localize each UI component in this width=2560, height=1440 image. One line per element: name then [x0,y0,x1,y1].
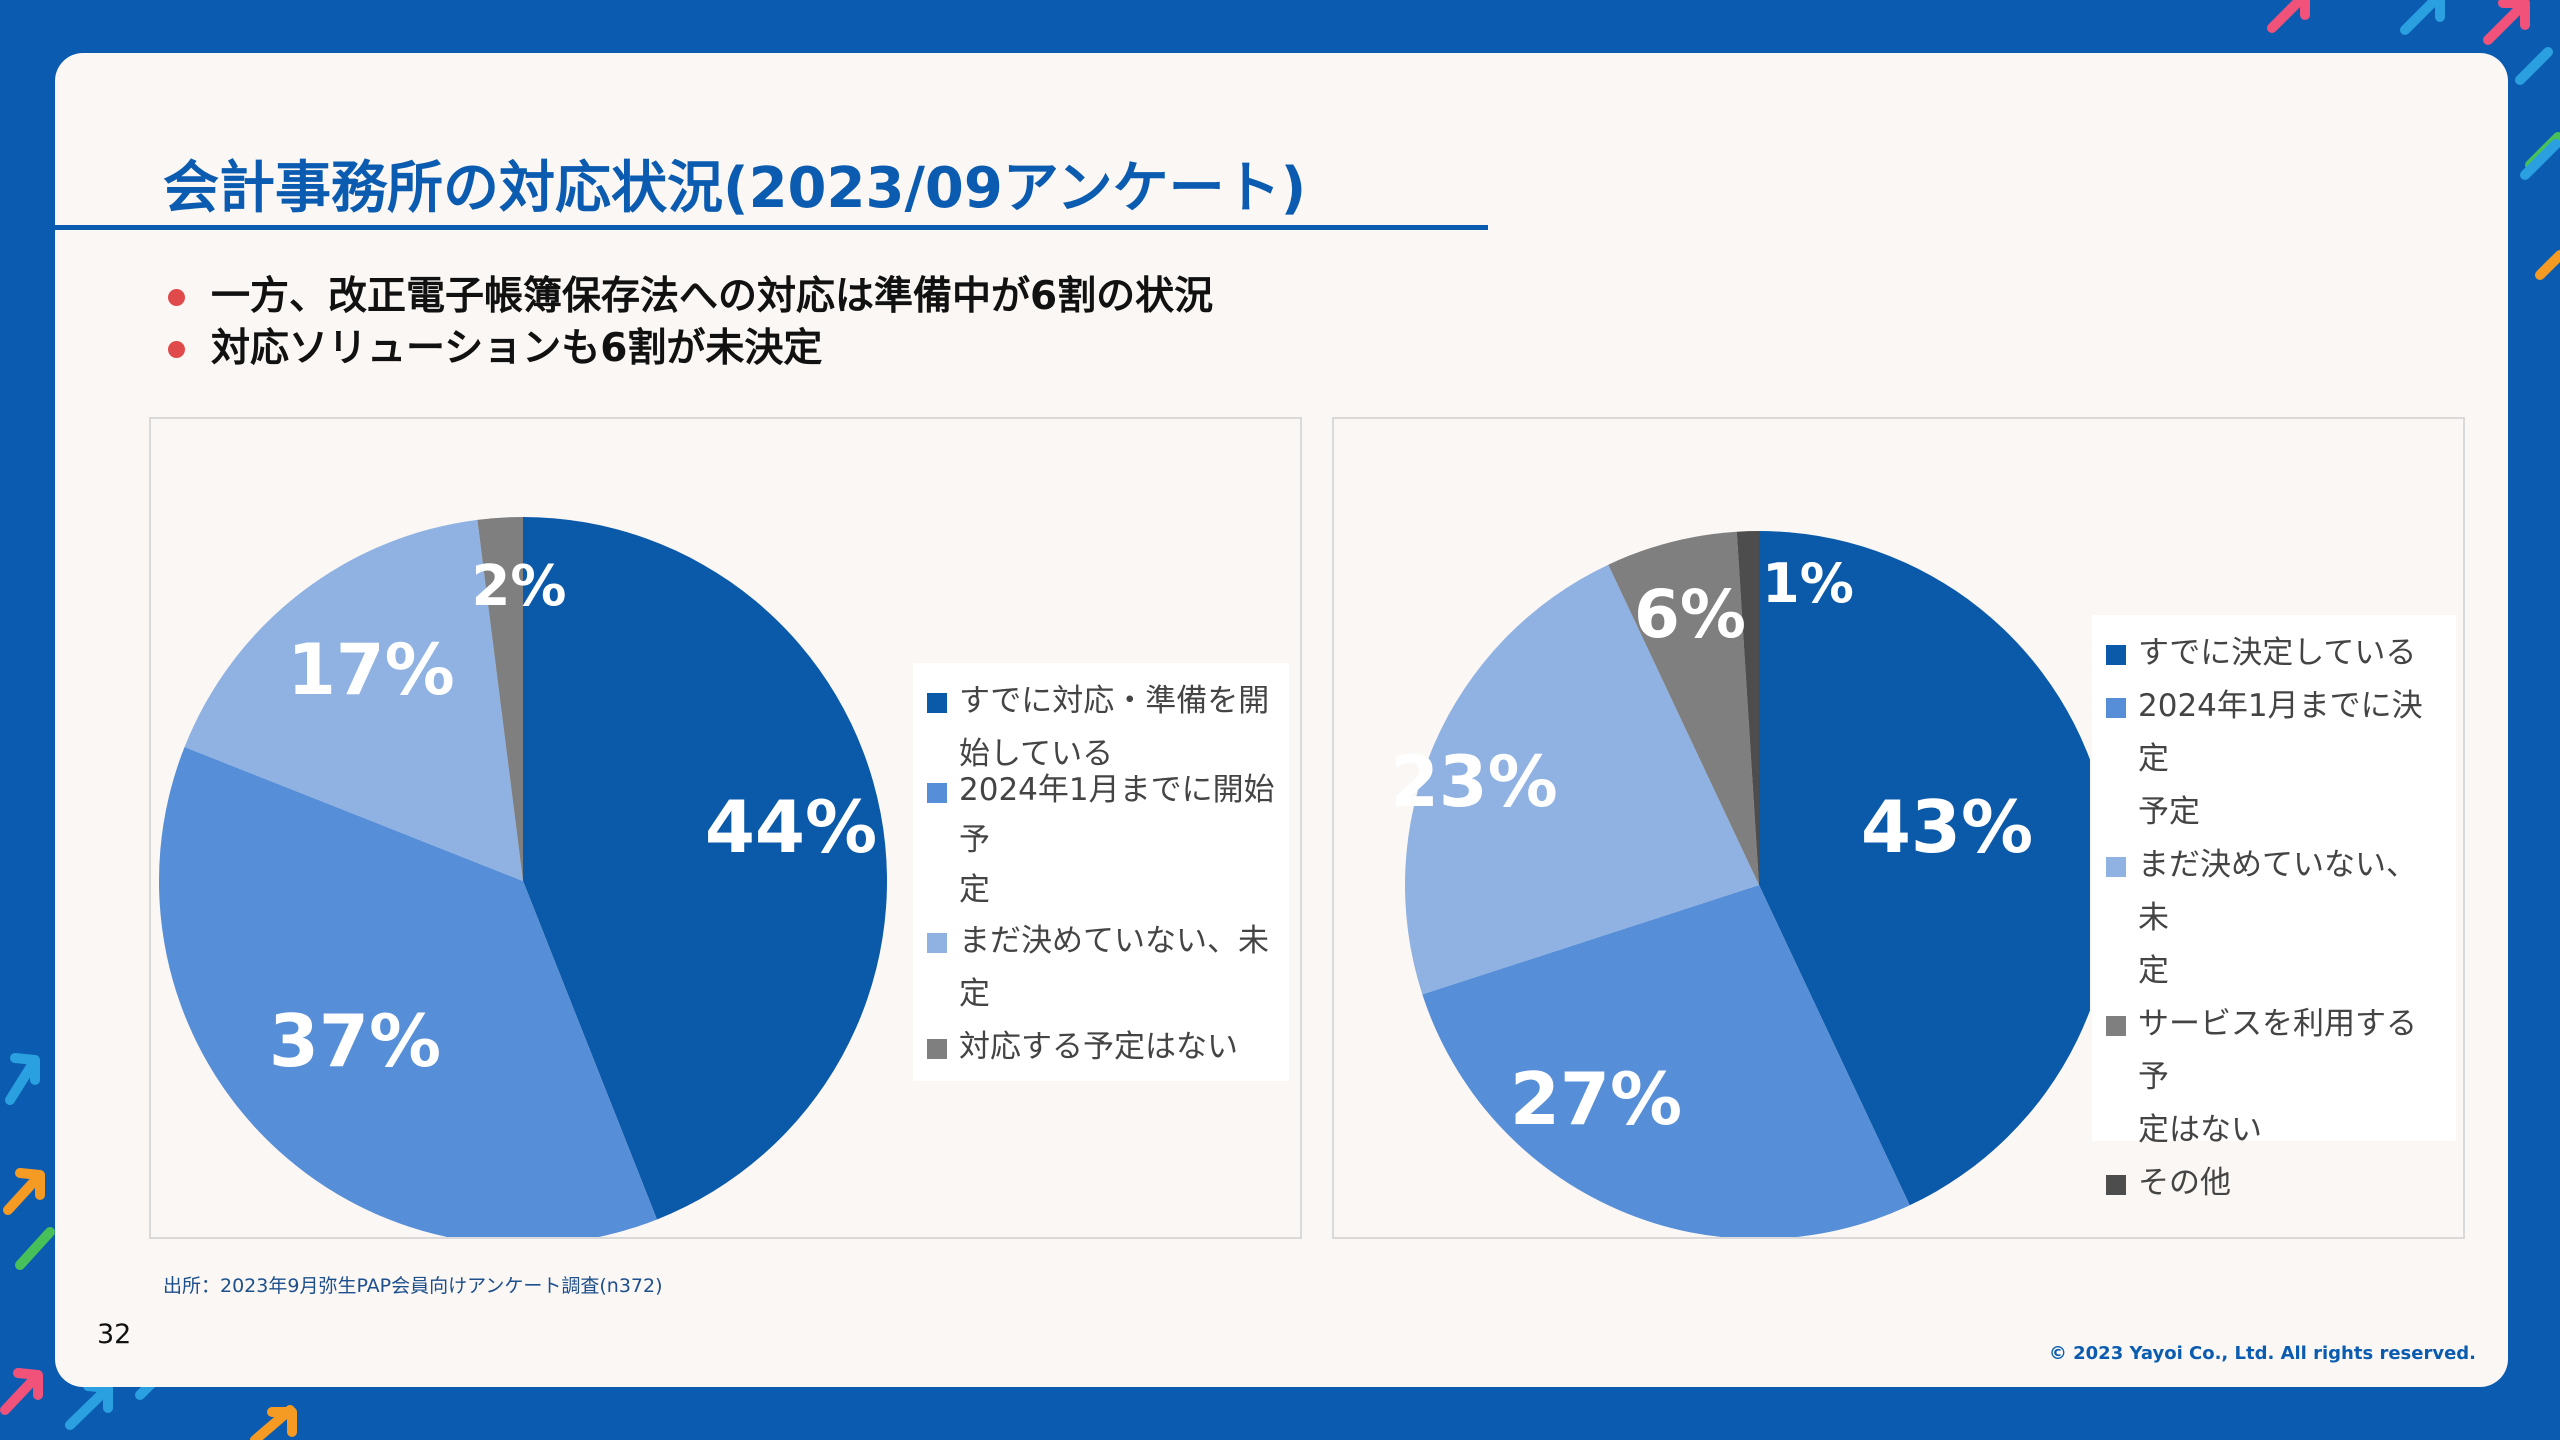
page-number: 32 [97,1319,132,1350]
chart-panel-left: 44% 37% 17% 2% すでに対応・準備を開 始している 2024年1月までに開始予… [149,417,1302,1239]
legend-item-0-2: まだ決めていない、未定 [927,915,1279,1021]
pie-data-label-1-4: 1% [1762,552,1854,615]
legend-item-1-2: まだ決めていない、未定 [2106,839,2446,998]
pie-data-label-0-0: 44% [705,785,877,869]
pie-slice-0-2 [184,519,524,881]
pie-data-label-1-3: 6% [1634,576,1746,653]
legend-swatch-icon [2106,1016,2126,1036]
title-underline [55,225,1488,230]
chart-panel-right: 43% 27% 23% 6% 1% すでに決定している 2024年1月までに決定 予定 まだ決… [1332,417,2465,1239]
legend-swatch-icon [927,693,947,713]
pie-slice-1-4 [1736,531,1759,885]
bullet-item: 一方、改正電子帳簿保存法への対応は準備中が6割の状況 [163,271,1213,323]
bullet-text: 一方、改正電子帳簿保存法への対応は準備中が6割の状況 [211,274,1214,319]
pie-slice-0-1 [159,747,657,1237]
pie-slice-1-0 [1759,531,2090,1206]
legend-label: すでに対応・準備を開 始している [959,683,1270,772]
pie-slice-0-0 [523,517,887,1220]
pie-slice-1-1 [1422,885,1910,1237]
legend-label: サービスを利用する予 定はない [2138,1006,2417,1148]
pie-slice-1-3 [1608,531,1759,885]
pie-data-label-1-1: 27% [1510,1057,1682,1141]
legend-swatch-icon [2106,857,2126,877]
bullet-text: 対応ソリューションも6割が未決定 [211,326,823,371]
legend-item-1-4: その他 [2106,1157,2446,1210]
pie-data-label-0-1: 37% [269,999,441,1083]
legend-left: すでに対応・準備を開 始している 2024年1月までに開始予定まだ決めていない、未定… [913,663,1289,1081]
legend-swatch-icon [927,933,947,953]
legend-label: 対応する予定はない [959,1029,1238,1065]
pie-chart-right: 43% 27% 23% 6% 1% [1390,531,2090,1237]
pie-data-label-1-0: 43% [1861,785,2033,869]
legend-swatch-icon [927,1039,947,1059]
slide-title: 会計事務所の対応状況(2023/09アンケート) [163,156,1307,221]
legend-item-0-1: 2024年1月までに開始予定 [927,765,1279,915]
legend-item-1-3: サービスを利用する予 定はない [2106,998,2446,1157]
bullet-dot-icon [168,289,185,306]
pie-data-label-0-2: 17% [287,629,455,711]
legend-label: まだ決めていない、未定 [2138,847,2417,989]
pie-data-label-1-2: 23% [1390,741,1558,823]
legend-swatch-icon [2106,645,2126,665]
legend-item-0-3: 対応する予定はない [927,1021,1279,1074]
copyright-notice: © 2023 Yayoi Co., Ltd. All rights reserv… [2048,1343,2476,1364]
legend-label: 2024年1月までに開始予定 [959,772,1275,908]
legend-swatch-icon [927,783,947,803]
legend-label: すでに決定している [2138,635,2417,671]
legend-swatch-icon [2106,1175,2126,1195]
source-note: 出所：2023年9月弥生PAP会員向けアンケート調査(n372) [163,1275,663,1297]
pie-slice-0-3 [477,517,523,881]
legend-label: 2024年1月までに決定 予定 [2138,688,2423,830]
slide: 会計事務所の対応状況(2023/09アンケート) 一方、改正電子帳簿保存法への対… [55,53,2508,1387]
legend-item-0-0: すでに対応・準備を開 始している [927,675,1279,781]
pie-chart-left: 44% 37% 17%2% [159,517,887,1237]
bullet-item: 対応ソリューションも6割が未決定 [163,323,1213,375]
legend-right: すでに決定している 2024年1月までに決定 予定 まだ決めていない、未定サービスを利… [2092,615,2456,1201]
legend-label: その他 [2138,1165,2231,1201]
legend-label: まだ決めていない、未定 [959,923,1269,1012]
legend-item-1-1: 2024年1月までに決定 予定 [2106,680,2446,839]
bullet-dot-icon [168,341,185,358]
pie-data-label-0-3: 2% [471,554,566,619]
pie-slice-1-2 [1405,564,1759,995]
bullet-list: 一方、改正電子帳簿保存法への対応は準備中が6割の状況 対応ソリューションも6割が… [163,271,1213,375]
legend-swatch-icon [2106,698,2126,718]
legend-item-1-0: すでに決定している [2106,627,2446,680]
